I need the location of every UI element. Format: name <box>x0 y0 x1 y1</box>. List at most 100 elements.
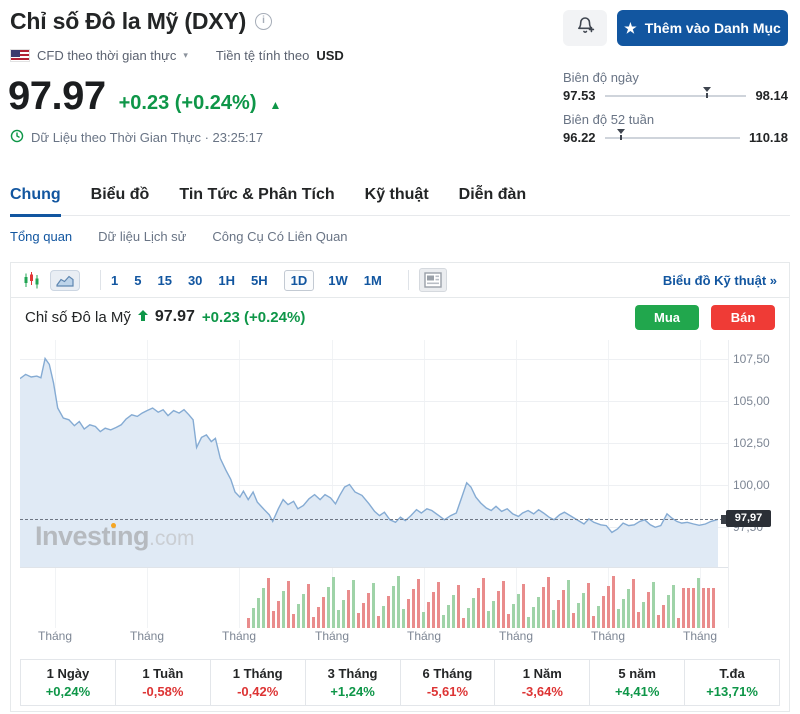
perf-label: 6 Tháng <box>422 666 473 681</box>
volume-bar <box>282 591 285 628</box>
header: Chỉ số Đô la Mỹ (DXY) i <box>10 8 273 35</box>
volume-bar <box>472 598 475 628</box>
area-chart-icon[interactable] <box>50 269 80 291</box>
timeframe-5H[interactable]: 5H <box>251 272 268 288</box>
chevron-down-icon[interactable]: ▾ <box>183 50 188 60</box>
day-range-label: Biên độ ngày <box>563 70 639 85</box>
create-alert-button[interactable] <box>563 10 607 46</box>
watermark-text: Investing <box>35 521 150 551</box>
volume-bar <box>332 577 335 628</box>
volume-bar <box>307 584 310 628</box>
last-price: 97.97 <box>8 74 106 118</box>
chart-widget: 1 5 15 30 1H 5H 1D 1W 1M Biểu đồ Kỹ thuật » Chỉ … <box>10 262 790 712</box>
candlestick-chart-icon[interactable] <box>23 271 40 289</box>
timeframe-5[interactable]: 5 <box>134 272 142 288</box>
volume-bar <box>467 608 470 628</box>
add-to-watchlist-button[interactable]: ★ Thêm vào Danh Mục <box>617 10 788 46</box>
timeframe-1D[interactable]: 1D <box>283 269 315 291</box>
bell-plus-icon <box>576 16 595 40</box>
timeframe-row: 1 5 15 30 1H 5H 1D 1W 1M <box>111 269 398 291</box>
volume-bar <box>702 588 705 628</box>
volume-bar <box>367 593 370 628</box>
volume-bar <box>617 609 620 628</box>
volume-bar <box>527 617 530 628</box>
volume-bar <box>587 583 590 628</box>
tab-2[interactable]: Tin Tức & Phân Tích <box>179 186 335 203</box>
volume-bar <box>632 579 635 628</box>
volume-bar <box>322 597 325 628</box>
volume-bar <box>647 592 650 628</box>
perf-cell-7[interactable]: T.đa +13,71% <box>684 660 779 705</box>
week52-range-label: Biên độ 52 tuần <box>563 112 655 127</box>
price-pane-divider <box>20 567 728 568</box>
volume-bar <box>257 598 260 628</box>
volume-bar <box>567 580 570 628</box>
volume-bar <box>412 589 415 628</box>
perf-cell-6[interactable]: 5 năm +4,41% <box>589 660 684 705</box>
page-title: Chỉ số Đô la Mỹ (DXY) <box>10 8 247 34</box>
week52-range-row: 96.22 110.18 <box>563 128 788 145</box>
tab-4[interactable]: Diễn đàn <box>458 186 527 203</box>
vgridline <box>516 340 517 628</box>
realtime-label: Dữ Liệu theo Thời Gian Thực · 23:25:17 <box>31 130 264 145</box>
investing-watermark: Investing .com <box>35 521 195 551</box>
timeframe-15[interactable]: 15 <box>157 272 172 288</box>
timeframe-1M[interactable]: 1M <box>363 272 382 288</box>
buy-button[interactable]: Mua <box>635 304 699 330</box>
volume-bar <box>537 597 540 628</box>
timeframe-30[interactable]: 30 <box>187 272 203 288</box>
last-price-handle[interactable] <box>721 515 726 524</box>
volume-bar <box>382 606 385 628</box>
news-panel-icon[interactable] <box>418 268 447 292</box>
perf-value: -5,61% <box>426 684 469 699</box>
perf-cell-2[interactable]: 1 Tháng -0,42% <box>209 660 305 705</box>
technical-chart-link[interactable]: Biểu đồ Kỹ thuật » <box>662 272 777 288</box>
volume-bar <box>517 594 520 628</box>
perf-label: 1 Năm <box>522 666 562 681</box>
tab-3[interactable]: Kỹ thuật <box>364 186 429 203</box>
volume-bar <box>447 605 450 628</box>
volume-bar <box>547 577 550 628</box>
timeframe-1W[interactable]: 1W <box>328 272 348 288</box>
day-range-marker-icon <box>702 86 711 98</box>
chart-instrument-name: Chỉ số Đô la Mỹ <box>25 308 131 326</box>
volume-bar <box>387 596 390 628</box>
volume-bar <box>637 612 640 628</box>
currency-value: USD <box>316 48 344 63</box>
chart-last-price: 97.97 <box>154 308 195 325</box>
y-axis-line <box>728 340 729 628</box>
volume-bar <box>247 618 250 628</box>
y-axis-label: 102,50 <box>733 436 770 450</box>
sell-button[interactable]: Bán <box>711 304 775 330</box>
instrument-type-dropdown[interactable]: CFD theo thời gian thực <box>37 48 177 63</box>
volume-bar <box>677 618 680 628</box>
subtab-1[interactable]: Dữ liệu Lịch sử <box>98 229 187 244</box>
volume-bar <box>397 576 400 628</box>
chart-up-arrow-icon <box>137 308 148 326</box>
price-area-chart[interactable] <box>20 340 718 567</box>
timeframe-1[interactable]: 1 <box>111 272 119 288</box>
perf-cell-3[interactable]: 3 Tháng +1,24% <box>304 660 400 705</box>
perf-cell-0[interactable]: 1 Ngày +0,24% <box>21 660 115 705</box>
tab-1[interactable]: Biểu đồ <box>90 186 150 203</box>
perf-cell-1[interactable]: 1 Tuần -0,58% <box>114 660 210 705</box>
tab-0[interactable]: Chung <box>10 186 61 217</box>
y-axis-label: 100,00 <box>733 478 770 492</box>
timeframe-1H[interactable]: 1H <box>218 272 236 288</box>
main-tabs: Chung Biểu đồ Tin Tức & Phân Tích Kỹ thuật D… <box>10 186 790 217</box>
volume-bar <box>697 578 700 628</box>
perf-cell-4[interactable]: 6 Tháng -5,61% <box>399 660 495 705</box>
subtab-0[interactable]: Tổng quan <box>10 229 73 244</box>
subtab-2[interactable]: Công Cụ Có Liên Quan <box>212 229 348 244</box>
perf-label: 1 Tuần <box>142 666 184 681</box>
perf-cell-5[interactable]: 1 Năm -3,64% <box>494 660 589 705</box>
info-icon[interactable]: i <box>255 13 273 30</box>
volume-bar <box>277 601 280 628</box>
volume-bar <box>582 593 585 628</box>
volume-bar <box>482 578 485 628</box>
performance-table: 1 Ngày +0,24% 1 Tuần -0,58% 1 Tháng -0,42% 3 T… <box>20 659 780 706</box>
perf-label: 3 Tháng <box>327 666 378 681</box>
volume-bar <box>492 601 495 628</box>
volume-bar <box>707 588 710 628</box>
up-arrow-icon: ▲ <box>269 98 282 112</box>
